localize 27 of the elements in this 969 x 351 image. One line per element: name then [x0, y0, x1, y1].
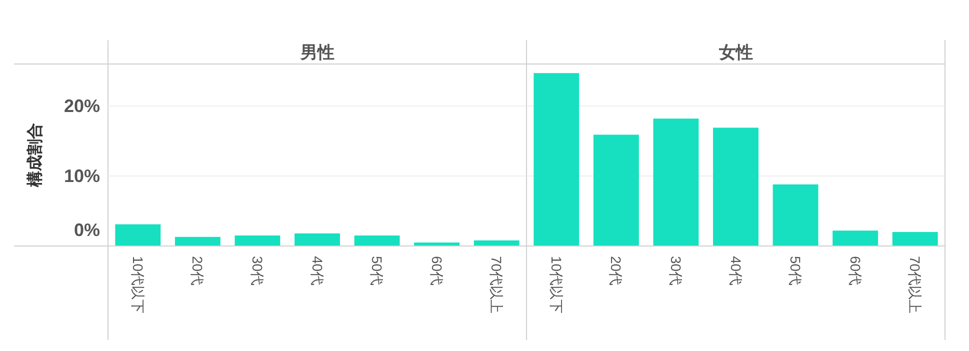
x-tick-label: 60代: [428, 256, 445, 286]
x-tick-label: 20代: [608, 256, 624, 286]
y-tick-label: 20%: [64, 96, 100, 116]
y-tick-label: 0%: [74, 220, 100, 240]
x-tick-label: 50代: [369, 256, 386, 286]
bar: [593, 134, 639, 246]
bar: [892, 232, 938, 246]
x-tick-label: 40代: [728, 256, 744, 286]
x-tick-label: 60代: [847, 256, 864, 286]
x-tick-label: 30代: [249, 256, 266, 286]
x-tick-label: 40代: [309, 256, 326, 286]
x-tick-label: 50代: [788, 256, 804, 286]
chart-title: 女性: [718, 43, 753, 62]
bar: [653, 118, 699, 246]
x-tick-label: 10代以下: [130, 256, 146, 314]
bar: [772, 184, 818, 246]
x-tick-label: 30代: [668, 256, 684, 286]
bar: [713, 128, 758, 246]
chart-title: 男性: [299, 43, 334, 62]
bar: [832, 230, 878, 246]
bar: [534, 73, 580, 246]
y-tick-label: 10%: [64, 166, 100, 186]
x-tick-label: 70代以上: [488, 256, 505, 314]
x-tick-label: 20代: [190, 256, 206, 286]
x-tick-label: 10代以下: [548, 256, 564, 314]
y-axis-title: 構成割合: [26, 123, 44, 188]
x-tick-label: 70代以上: [907, 256, 924, 314]
